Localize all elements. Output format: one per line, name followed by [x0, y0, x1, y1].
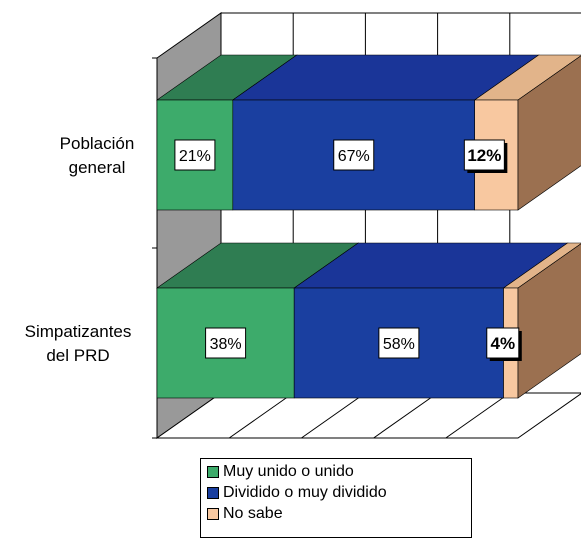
- legend-item-muy-unido: Muy unido o unido: [207, 461, 471, 482]
- legend-item-no-sabe: No sabe: [207, 503, 471, 524]
- data-label-box: [333, 139, 375, 171]
- legend-label-muy-unido: Muy unido o unido: [223, 462, 354, 480]
- gridline-floor: [373, 392, 438, 439]
- category-label-simpatizantes-prd-line-0: Simpatizantes: [25, 322, 132, 341]
- bar-side-simpatizantes-prd: [517, 243, 581, 399]
- gridline-floor: [445, 392, 511, 439]
- category-label-poblacion-general-line-1: general: [69, 158, 126, 177]
- floor: [155, 392, 581, 439]
- legend-swatch-dividido: [207, 486, 219, 499]
- data-label-poblacion-general-2: 12%: [467, 146, 501, 165]
- legend-label-dividido: Dividido o muy dividido: [223, 483, 387, 501]
- data-label-box: [378, 327, 420, 359]
- category-label-simpatizantes-prd-line-1: del PRD: [46, 346, 109, 365]
- data-label-box: [463, 139, 505, 171]
- data-label-box: [205, 327, 247, 359]
- category-label-poblacion-general-line-0: Población: [60, 134, 135, 153]
- data-label-simpatizantes-prd-2: 4%: [490, 334, 515, 353]
- legend-swatch-no-sabe: [207, 507, 219, 520]
- gridline-floor: [228, 392, 294, 439]
- data-label-poblacion-general-1: 67%: [338, 148, 370, 165]
- chart-labels: 21% 67% 12% Población general 38% 58% 4% Simpati…: [25, 134, 522, 365]
- legend-swatch-muy-unido: [207, 465, 219, 478]
- legend-label-no-sabe: No sabe: [223, 504, 283, 522]
- data-label-simpatizantes-prd-0: 38%: [210, 336, 242, 353]
- data-label-box: [486, 327, 520, 359]
- data-label-simpatizantes-prd-1: 58%: [383, 336, 415, 353]
- legend-item-dividido: Dividido o muy dividido: [207, 482, 471, 503]
- stacked-bar-chart-3d: 21% 67% 12% Población general 38% 58% 4% Simpati…: [25, 12, 581, 439]
- bar-side-poblacion-general: [517, 55, 581, 211]
- data-label-poblacion-general-0: 21%: [179, 148, 211, 165]
- chart-legend: Muy unido o unido Dividido o muy dividid…: [200, 458, 472, 538]
- gridline-floor: [301, 392, 366, 439]
- data-label-box: [174, 139, 216, 171]
